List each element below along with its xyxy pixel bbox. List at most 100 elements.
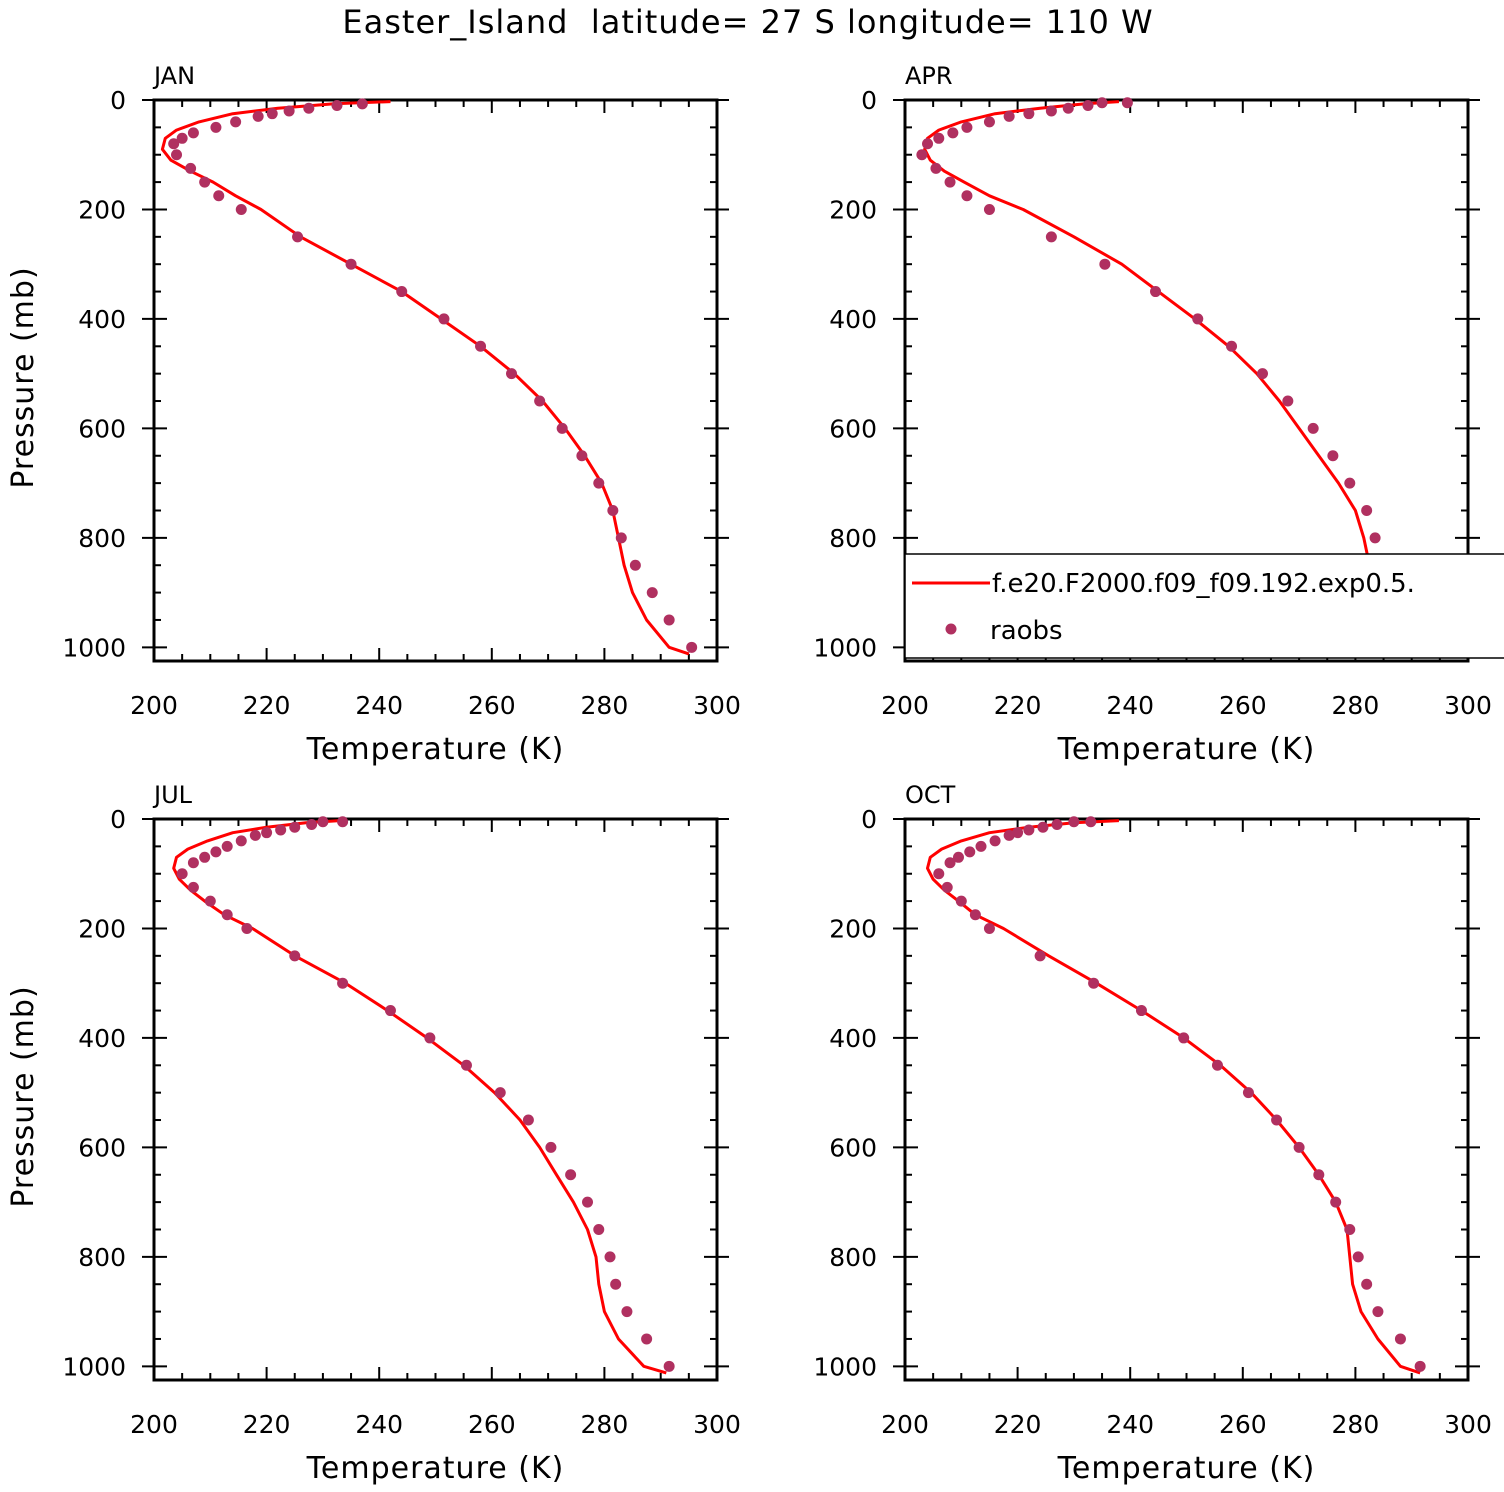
raobs-point xyxy=(235,835,247,847)
raobs-point xyxy=(275,824,287,836)
panel-oct: OCT 200 220 240 260 280 300 0 200 400 600 800 1000 Te… xyxy=(813,781,1491,1486)
raobs-point xyxy=(686,641,698,653)
raobs-point xyxy=(1003,829,1015,841)
raobs-point xyxy=(235,203,247,215)
raobs-point xyxy=(545,1141,557,1153)
raobs-point xyxy=(1361,1278,1373,1290)
x-axis-title: Temperature (K) xyxy=(306,732,565,767)
raobs-point xyxy=(241,922,253,934)
raobs-point xyxy=(1344,477,1356,489)
legend-obs-label: raobs xyxy=(990,616,1063,646)
raobs-point xyxy=(345,258,357,270)
x-tick-label: 200 xyxy=(881,1410,929,1439)
model-series-line xyxy=(172,819,667,1375)
raobs-point xyxy=(1372,1306,1384,1318)
plot-frame xyxy=(152,817,719,1382)
raobs-point xyxy=(989,835,1001,847)
raobs-point xyxy=(975,840,987,852)
raobs-point xyxy=(969,909,981,921)
raobs-point xyxy=(1003,110,1015,122)
raobs-point xyxy=(306,818,318,830)
raobs-point xyxy=(983,922,995,934)
raobs-point xyxy=(1178,1032,1190,1044)
legend-obs-swatch xyxy=(945,623,957,635)
raobs-point xyxy=(396,286,408,298)
x-tick-label: 260 xyxy=(468,691,516,720)
x-tick-label: 220 xyxy=(994,1410,1042,1439)
x-axis-title: Temperature (K) xyxy=(306,1451,565,1486)
y-tick-label: 0 xyxy=(861,86,877,115)
raobs-point xyxy=(1082,99,1094,111)
x-tick-label: 260 xyxy=(1219,1410,1267,1439)
y-tick-label: 800 xyxy=(829,524,877,553)
raobs-point xyxy=(615,532,627,544)
x-tick-label: 200 xyxy=(130,1410,178,1439)
y-axis-title: Pressure (mb) xyxy=(6,266,41,488)
y-tick-label: 400 xyxy=(78,1024,126,1053)
raobs-point xyxy=(1034,950,1046,962)
raobs-point xyxy=(952,851,964,863)
x-tick-label: 300 xyxy=(1444,691,1492,720)
raobs-point xyxy=(1369,532,1381,544)
raobs-point xyxy=(261,827,273,839)
x-tick-label: 260 xyxy=(468,1410,516,1439)
raobs-point xyxy=(955,895,967,907)
raobs-point xyxy=(187,881,199,893)
raobs-point xyxy=(629,559,641,571)
raobs-point xyxy=(610,1278,622,1290)
raobs-point xyxy=(252,110,264,122)
raobs-point xyxy=(576,450,588,462)
model-series-line xyxy=(926,819,1421,1375)
x-tick-label: 200 xyxy=(130,691,178,720)
x-tick-label: 240 xyxy=(355,1410,403,1439)
raobs-point xyxy=(289,821,301,833)
raobs-point xyxy=(1051,818,1063,830)
raobs-point xyxy=(922,138,934,150)
panel-label: JAN xyxy=(152,62,195,90)
raobs-point xyxy=(964,846,976,858)
x-tick-label: 280 xyxy=(1332,1410,1380,1439)
x-tick-label: 300 xyxy=(693,1410,741,1439)
raobs-point xyxy=(1330,1196,1342,1208)
raobs-point xyxy=(1023,824,1035,836)
raobs-point xyxy=(475,340,487,352)
x-tick-label: 260 xyxy=(1219,691,1267,720)
plot-frame xyxy=(903,817,1470,1382)
y-tick-label: 400 xyxy=(78,305,126,334)
x-tick-label: 240 xyxy=(355,691,403,720)
raobs-point xyxy=(933,868,945,880)
raobs-point xyxy=(1068,816,1080,828)
raobs-point xyxy=(1344,1223,1356,1235)
raobs-point xyxy=(303,102,315,114)
y-tick-label: 800 xyxy=(78,1243,126,1272)
raobs-point xyxy=(494,1087,506,1099)
raobs-point xyxy=(384,1005,396,1017)
raobs-point xyxy=(283,105,295,117)
y-tick-label: 800 xyxy=(829,1243,877,1272)
raobs-point xyxy=(607,504,619,516)
raobs-point xyxy=(983,116,995,128)
raobs-point xyxy=(230,116,242,128)
raobs-point xyxy=(582,1196,594,1208)
raobs-point xyxy=(266,108,278,120)
raobs-point xyxy=(331,99,343,111)
raobs-point xyxy=(1394,1333,1406,1345)
raobs-point xyxy=(317,816,329,828)
y-tick-label: 600 xyxy=(78,1133,126,1162)
raobs-point xyxy=(1121,97,1133,109)
y-tick-label: 200 xyxy=(829,914,877,943)
model-series-line xyxy=(923,100,1444,656)
raobs-point xyxy=(1023,108,1035,120)
y-tick-label: 1000 xyxy=(813,1352,877,1381)
raobs-point xyxy=(522,1114,534,1126)
raobs-point xyxy=(1012,827,1024,839)
x-tick-label: 280 xyxy=(581,691,629,720)
x-tick-label: 220 xyxy=(994,691,1042,720)
raobs-point xyxy=(176,132,188,144)
y-tick-label: 0 xyxy=(110,86,126,115)
y-tick-label: 800 xyxy=(78,524,126,553)
raobs-point xyxy=(1226,340,1238,352)
raobs-point xyxy=(1257,368,1269,380)
y-tick-label: 1000 xyxy=(62,1352,126,1381)
